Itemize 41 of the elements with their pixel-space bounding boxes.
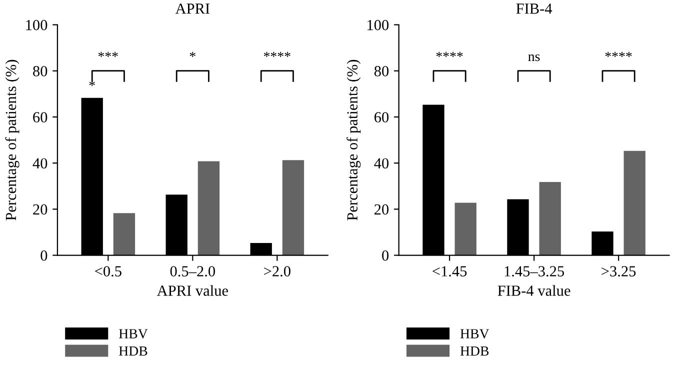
x-tick-label: >2.0 (264, 266, 290, 277)
y-tick-label: 20 (33, 204, 48, 215)
x-tick-label: <0.5 (95, 266, 122, 277)
bar (198, 161, 220, 256)
bar (624, 150, 646, 256)
x-axis-title: APRI value (156, 285, 228, 296)
y-tick-label: 100 (368, 20, 389, 30)
bar (539, 182, 561, 256)
y-tick-label: 80 (374, 66, 389, 76)
legend-label: HDB (118, 346, 148, 356)
y-tick-label: 80 (33, 66, 48, 76)
y-tick-label: 40 (374, 158, 389, 169)
annotation: **** (436, 52, 463, 57)
annotation: * (190, 52, 196, 57)
legend-label: HBV (460, 329, 490, 338)
y-tick-label: 0 (40, 250, 48, 261)
y-tick-label: 60 (33, 112, 48, 122)
annotation: **** (605, 52, 632, 57)
annotation: **** (264, 52, 290, 57)
y-tick-label: 20 (374, 204, 389, 215)
bar (282, 160, 304, 256)
x-tick-label: >3.25 (602, 266, 636, 277)
chart-title: FIB-4 (516, 4, 552, 14)
x-tick-label: 1.45–3.25 (504, 266, 564, 277)
legend-label: HBV (118, 329, 148, 338)
y-tick-label: 60 (374, 112, 389, 122)
annotation: * (89, 80, 95, 86)
y-tick-label: 100 (26, 20, 48, 30)
bar (454, 202, 476, 256)
legend-label: HDB (460, 346, 489, 356)
y-axis-title: Percentage of patients (%) (5, 60, 20, 220)
y-tick-label: 0 (382, 250, 389, 261)
x-tick-label: 0.5–2.0 (170, 266, 215, 277)
annotation: ns (528, 54, 540, 62)
y-tick-label: 40 (32, 158, 48, 169)
annotation: *** (98, 52, 118, 57)
x-tick-label: <1.45 (432, 266, 467, 277)
x-axis-title: FIB-4 value (498, 285, 570, 296)
y-axis-title: Percentage of patients (%) (346, 60, 361, 220)
bar (113, 213, 136, 256)
chart-title: APRI (175, 4, 210, 14)
